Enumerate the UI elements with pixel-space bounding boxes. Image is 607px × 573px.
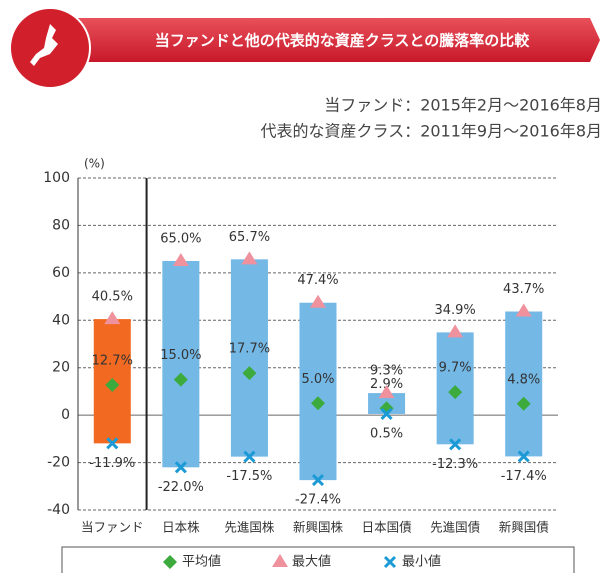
max-marker bbox=[104, 311, 121, 325]
legend-box bbox=[61, 546, 575, 573]
max-marker bbox=[515, 303, 532, 317]
avg-marker bbox=[242, 366, 257, 381]
value-label: 34.9% bbox=[434, 303, 475, 318]
value-label: -17.4% bbox=[501, 469, 547, 484]
value-label: 5.0% bbox=[301, 372, 334, 387]
x-tick-label: 当ファンド bbox=[81, 520, 144, 535]
subtitle: 当ファンド：2015年2月～2016年8月 bbox=[324, 96, 602, 115]
value-label: -22.0% bbox=[158, 480, 204, 495]
legend-label: 最小値 bbox=[402, 554, 441, 570]
value-label: 9.7% bbox=[439, 361, 472, 376]
legend-icon bbox=[383, 555, 397, 569]
value-label: 65.7% bbox=[229, 230, 270, 245]
max-marker bbox=[447, 324, 464, 338]
y-tick-label: 40 bbox=[52, 312, 70, 328]
title-ribbon bbox=[50, 18, 600, 62]
value-label: -11.9% bbox=[89, 456, 135, 471]
value-label: 9.3% bbox=[370, 364, 403, 379]
x-tick-label: 新興国株 bbox=[293, 520, 344, 535]
value-label: 65.0% bbox=[160, 232, 201, 247]
range-bar bbox=[299, 302, 337, 481]
y-tick-label: 20 bbox=[52, 360, 70, 376]
y-tick-label: 60 bbox=[52, 265, 70, 281]
range-bar bbox=[162, 261, 200, 468]
min-marker bbox=[311, 474, 325, 487]
y-tick-label: -20 bbox=[47, 455, 70, 471]
value-label: 40.5% bbox=[92, 290, 133, 305]
min-marker bbox=[106, 437, 119, 450]
min-marker bbox=[243, 450, 256, 463]
legend-icon bbox=[163, 555, 177, 569]
range-bar bbox=[505, 311, 543, 457]
avg-marker bbox=[173, 372, 188, 387]
value-label: -12.3% bbox=[432, 457, 478, 472]
value-label: 15.0% bbox=[160, 348, 201, 363]
min-marker bbox=[174, 461, 187, 474]
y-tick-label: 80 bbox=[52, 217, 70, 233]
avg-marker bbox=[311, 396, 325, 411]
y-tick-label: -40 bbox=[47, 502, 70, 518]
x-tick-label: 新興国債 bbox=[499, 520, 549, 535]
value-label: 47.4% bbox=[297, 273, 338, 288]
y-tick-label: 0 bbox=[61, 407, 70, 423]
avg-marker bbox=[516, 396, 531, 411]
x-tick-label: 先進国株 bbox=[224, 520, 275, 535]
value-label: 2.9% bbox=[370, 377, 403, 392]
legend-icon bbox=[272, 554, 288, 567]
max-marker bbox=[310, 294, 326, 308]
x-tick-label: 日本国債 bbox=[362, 520, 412, 535]
y-tick-label: 100 bbox=[43, 170, 70, 186]
value-label: 0.5% bbox=[370, 426, 403, 441]
legend-label: 平均値 bbox=[182, 554, 221, 570]
legend-label: 最大値 bbox=[292, 554, 331, 570]
max-marker bbox=[172, 253, 189, 266]
range-bar bbox=[230, 259, 268, 457]
value-label: 12.7% bbox=[92, 354, 133, 369]
min-marker bbox=[380, 407, 393, 421]
min-marker bbox=[517, 450, 530, 463]
value-label: 17.7% bbox=[229, 342, 270, 357]
avg-marker bbox=[105, 378, 120, 393]
value-label: 43.7% bbox=[503, 282, 544, 297]
chart-title: 当ファンドと他の代表的な資産クラスとの騰落率の比較 bbox=[155, 32, 531, 50]
value-label: 4.8% bbox=[507, 372, 540, 387]
subtitle: 代表的な資産クラス：2011年9月～2016年8月 bbox=[261, 122, 602, 141]
value-label: -27.4% bbox=[295, 493, 341, 508]
y-axis-label: (%) bbox=[84, 157, 105, 171]
max-marker bbox=[378, 385, 395, 399]
avg-marker bbox=[448, 385, 463, 400]
min-marker bbox=[449, 438, 462, 451]
x-tick-label: 日本株 bbox=[162, 520, 200, 535]
value-label: -17.5% bbox=[226, 469, 272, 484]
max-marker bbox=[241, 251, 258, 265]
x-tick-label: 先進国債 bbox=[430, 520, 480, 535]
japan-icon bbox=[30, 24, 58, 66]
